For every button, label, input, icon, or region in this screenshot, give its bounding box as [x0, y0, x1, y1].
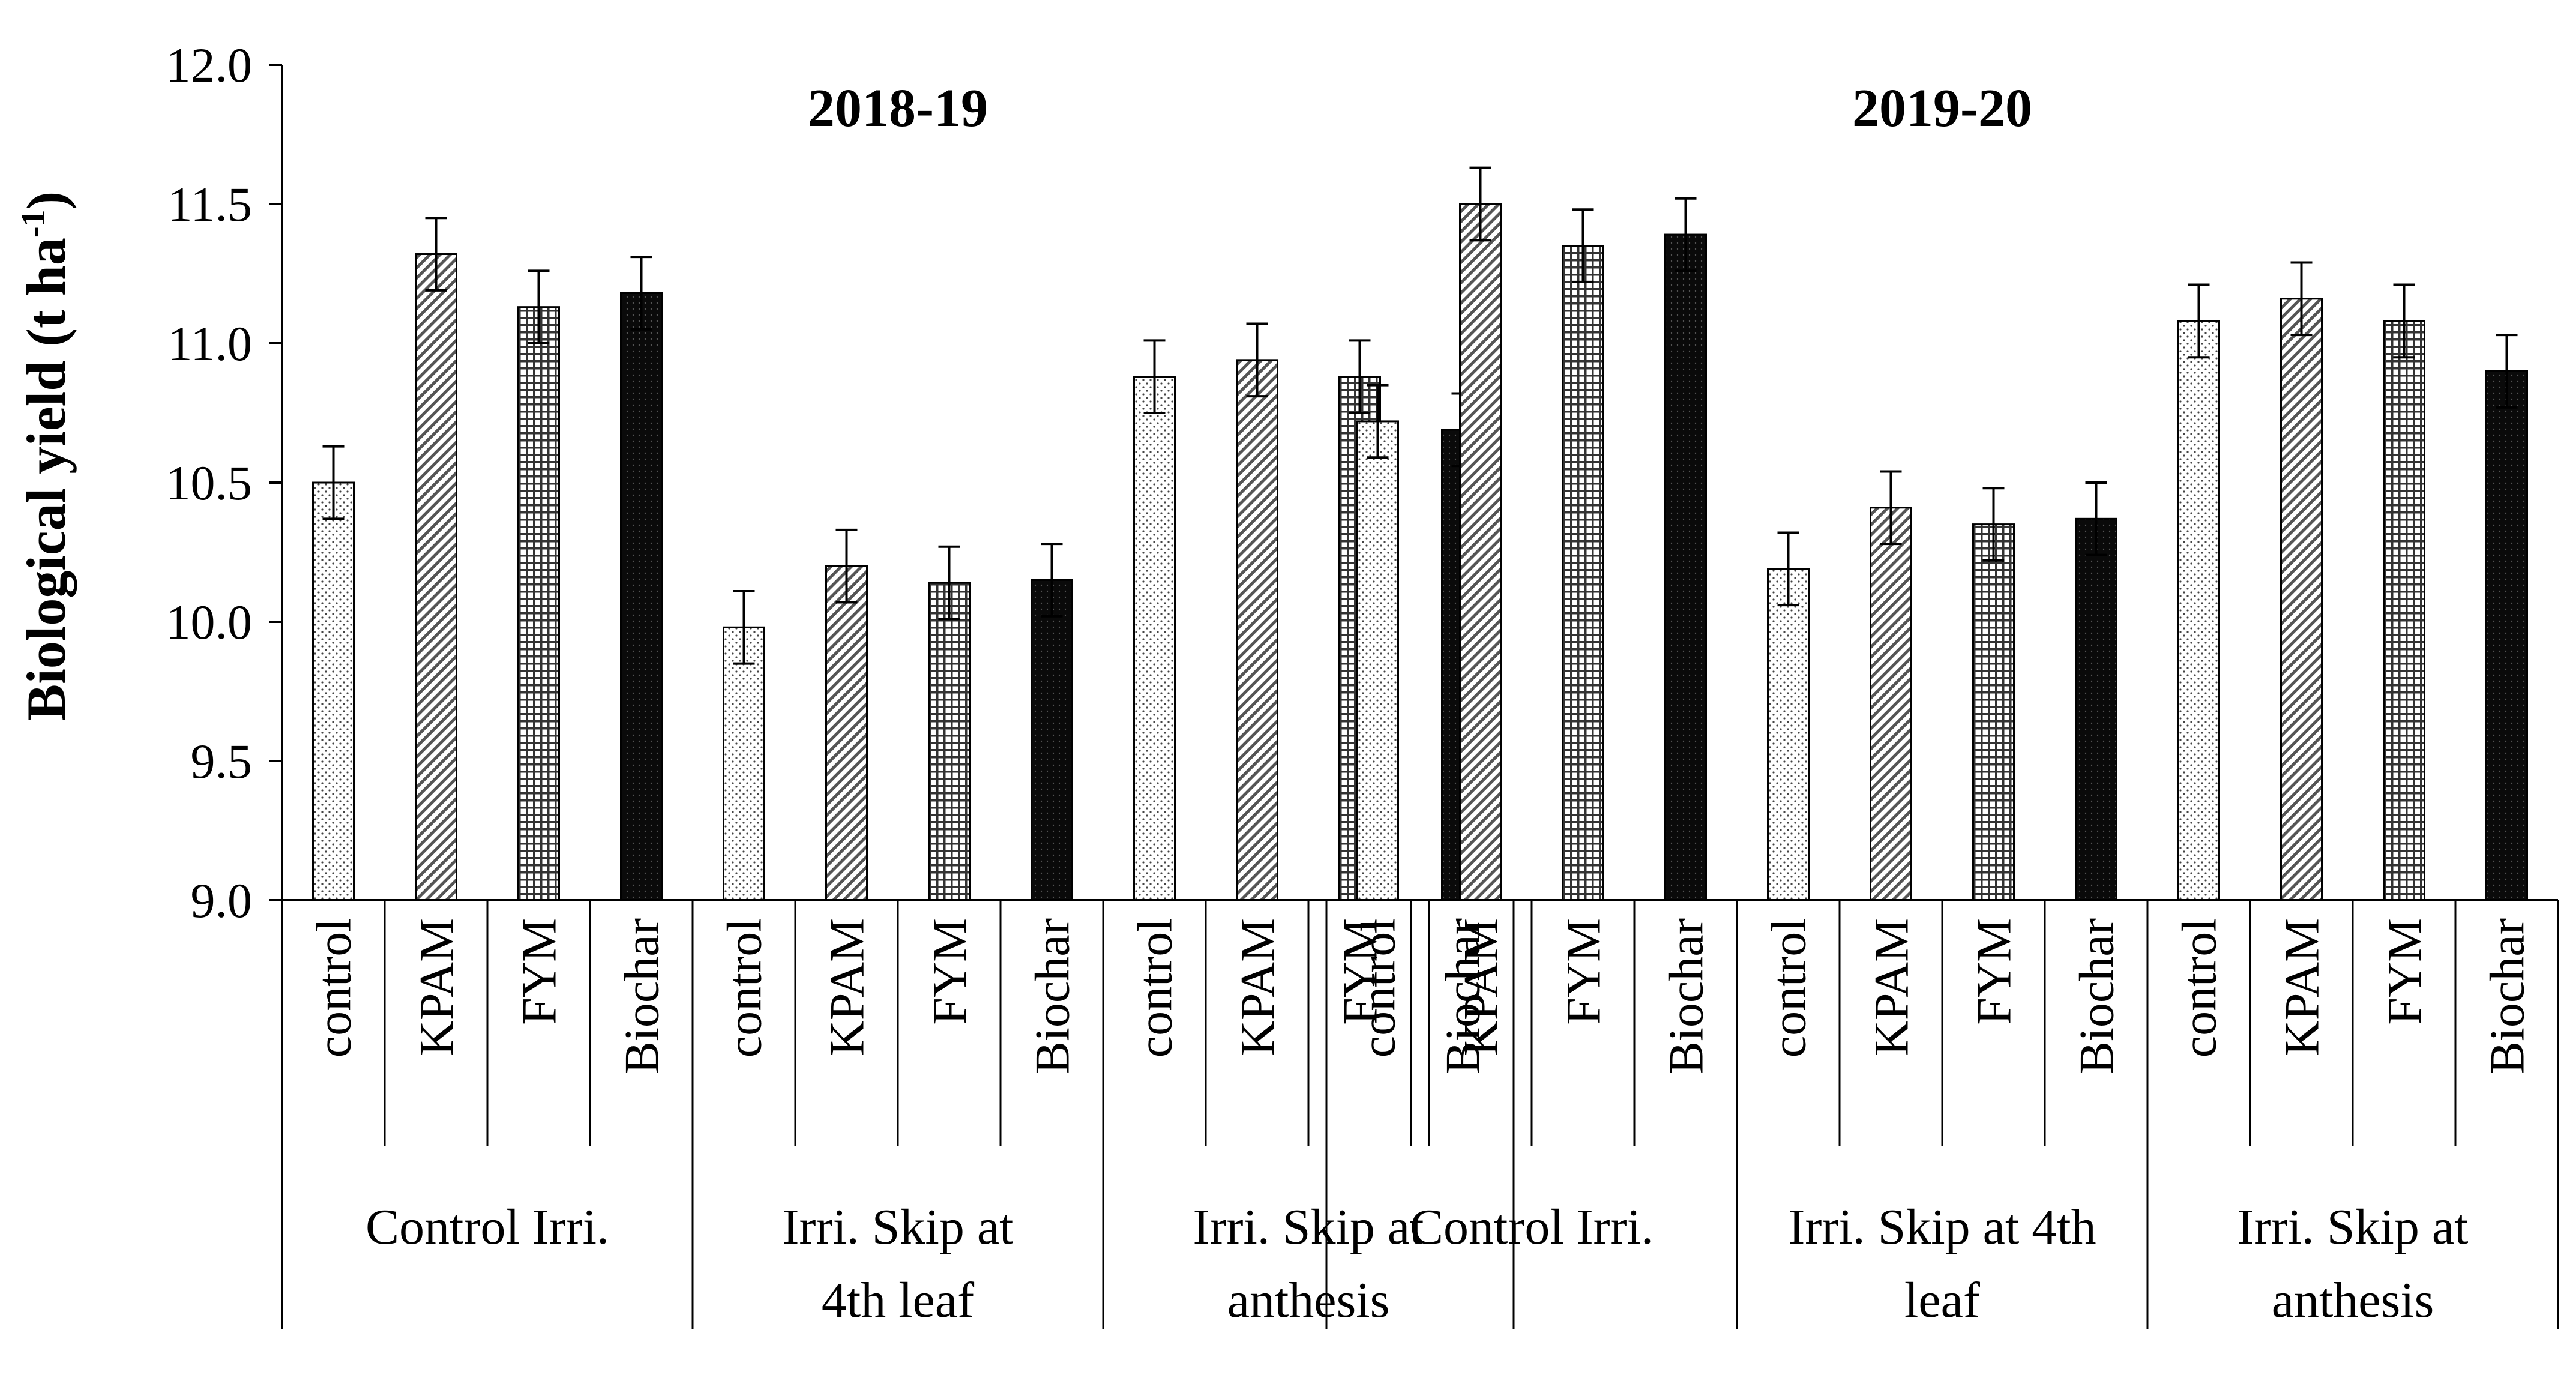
y-axis-label-close: ) [16, 191, 77, 210]
group-label: Control Irri. [1410, 1199, 1654, 1255]
x-tick-label-biochar: Biochar [1436, 918, 1490, 1074]
panel-2018-19: 2018-19 [312, 79, 1484, 901]
bar-control [312, 481, 355, 901]
bar-kpam [2280, 298, 2323, 901]
bar-biochar [2485, 370, 2528, 901]
y-tick-label: 11.5 [168, 177, 252, 232]
x-tick-label-fym: FYM [1967, 918, 2021, 1025]
x-tick-label-control: control [1128, 918, 1182, 1058]
x-tick-label-fym: FYM [1556, 918, 1611, 1025]
x-tick-label-control: control [1762, 918, 1816, 1058]
x-tick-label-control: control [307, 918, 361, 1058]
x-tick-label-kpam: KPAM [2275, 918, 2329, 1056]
bar-control [1356, 420, 1399, 901]
bar-kpam [1236, 359, 1278, 901]
x-tick-label-biochar: Biochar [1025, 918, 1080, 1074]
bar-biochar [2075, 517, 2117, 901]
x-tick-label-fym: FYM [922, 918, 977, 1025]
bar-kpam [825, 565, 868, 901]
y-tick-label: 9.0 [191, 873, 253, 928]
bar-kpam [415, 253, 457, 901]
x-tick-label-fym: FYM [2377, 918, 2432, 1025]
group-label: anthesis [1227, 1272, 1390, 1328]
group-label: Control Irri. [366, 1199, 609, 1255]
y-axis: 9.0 9.5 10.0 10.5 11.0 11.5 12.0 [166, 38, 283, 928]
x-tick-label-biochar: Biochar [2480, 918, 2535, 1074]
x-tick-label-control: control [2172, 918, 2227, 1058]
group-0 [312, 217, 663, 901]
x-tick-label-fym: FYM [512, 918, 567, 1025]
x-axis: control KPAM FYM Biochar Control Irri. contro… [281, 899, 2559, 1329]
x-tick-label-control: control [1351, 918, 1406, 1058]
bar-fym [928, 582, 971, 901]
bar-control [1133, 376, 1176, 901]
bar-kpam [1459, 203, 1502, 901]
x-tick-label-biochar: Biochar [1659, 918, 1714, 1074]
x-tick-label-fym: FYM [1333, 918, 1388, 1025]
group-label: Irri. Skip at [2237, 1199, 2469, 1255]
group-0 [1356, 166, 1707, 901]
group-1 [723, 528, 1073, 901]
group-1 [1767, 470, 2117, 901]
group-label: Irri. Skip at [783, 1199, 1014, 1255]
panel-title: 2018-19 [808, 79, 988, 138]
group-label: 4th leaf [822, 1272, 974, 1328]
bar-control [1767, 568, 1810, 901]
group-2 [2177, 261, 2528, 901]
group-label: Irri. Skip at [1193, 1199, 1424, 1255]
panel-title: 2019-20 [1852, 79, 2032, 138]
chart-panels: 2018-19 2019-20 [312, 79, 2528, 901]
y-tick-label: 10.0 [166, 595, 253, 649]
x-tick-label-biochar: Biochar [2069, 918, 2124, 1074]
bar-control [2177, 320, 2220, 901]
x-tick-label-kpam: KPAM [1864, 918, 1919, 1056]
bar-kpam [1870, 507, 1912, 901]
y-tick-label: 10.5 [166, 456, 253, 510]
panel-2019-20: 2019-20 [1356, 79, 2528, 901]
x-tick-label-kpam: KPAM [409, 918, 464, 1056]
bar-fym [2383, 320, 2425, 901]
x-tick-label-kpam: KPAM [1230, 918, 1285, 1056]
x-tick-label-kpam: KPAM [820, 918, 874, 1056]
y-tick-label: 11.0 [168, 316, 252, 371]
bar-control [723, 626, 765, 901]
y-axis-label-superscript: -1 [15, 209, 52, 238]
y-tick-label: 9.5 [191, 734, 253, 789]
bar-fym [517, 306, 560, 901]
y-axis-label: Biological yield (t ha-1) [15, 191, 77, 721]
y-tick-label: 12.0 [166, 38, 253, 92]
group-label: leaf [1904, 1272, 1980, 1328]
bar-biochar [1664, 233, 1707, 901]
x-tick-label-kpam: KPAM [1454, 918, 1508, 1056]
x-tick-label-biochar: Biochar [615, 918, 669, 1074]
bar-fym [1972, 523, 2015, 901]
bar-fym [1562, 245, 1604, 901]
bar-biochar [1031, 579, 1073, 901]
x-tick-label-control: control [717, 918, 772, 1058]
group-label: anthesis [2272, 1272, 2434, 1328]
group-label: Irri. Skip at 4th [1788, 1199, 2096, 1255]
group-2 [1133, 322, 1484, 901]
bar-biochar [620, 292, 663, 901]
y-axis-label-main: Biological yield (t ha [16, 238, 77, 721]
